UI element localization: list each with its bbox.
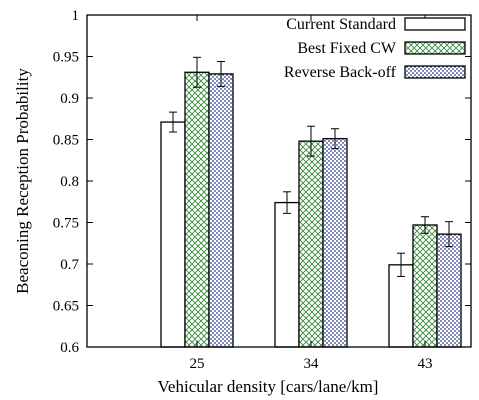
legend-item: Current Standard [286,16,466,33]
legend-swatch [404,41,466,55]
legend-item: Best Fixed CW [297,40,466,57]
y-tick-label: 0.65 [53,299,79,315]
error-bar [421,216,429,234]
y-axis-label: Beaconing Reception Probability [13,68,32,294]
legend-label: Reverse Back-off [284,64,397,81]
legend: Current Standard Best Fixed CW Reverse Bac… [284,16,466,81]
x-tick-label: 25 [190,356,205,372]
y-tick-label: 0.9 [60,91,79,107]
y-tick-label: 0.75 [53,216,79,232]
error-bar [193,56,201,88]
error-bar [445,221,453,248]
legend-label: Current Standard [286,16,396,33]
x-axis-label: Vehicular density [cars/lane/km] [158,377,379,396]
legend-label: Best Fixed CW [297,40,397,57]
error-bars-layer [169,56,453,277]
error-bar [307,125,315,157]
y-tick-label: 0.8 [60,174,79,190]
bar-current-standard-34 [274,201,300,348]
error-bar [217,60,225,87]
error-bar [331,128,339,150]
bar-current-standard-25 [160,121,186,348]
bar-best-fixed-cw-43 [412,224,438,348]
y-tick-label: 1 [72,8,80,24]
x-tick-label: 43 [418,356,433,372]
bars-layer [160,71,462,348]
bar-best-fixed-cw-34 [298,140,324,348]
bar-reverse-back-off-34 [322,138,348,348]
bar-current-standard-43 [388,264,414,348]
bar-reverse-back-off-43 [436,233,462,348]
legend-item: Reverse Back-off [284,64,466,81]
error-bar [397,252,405,277]
error-bar [283,191,291,214]
bar-best-fixed-cw-25 [184,71,210,348]
y-tick-label: 0.6 [60,340,79,356]
legend-swatch [404,65,466,79]
legend-swatch [404,17,466,31]
error-bar [169,111,177,133]
y-tick-label: 0.7 [60,257,79,273]
y-tick-label: 0.85 [53,133,79,149]
x-tick-label: 34 [304,356,320,372]
bar-reverse-back-off-25 [208,73,234,348]
y-tick-label: 0.95 [53,50,79,66]
axes-layer: 0.6 0.65 0.7 0.75 0.8 0.85 0.9 0.95 1 25 34 43 [53,8,472,372]
